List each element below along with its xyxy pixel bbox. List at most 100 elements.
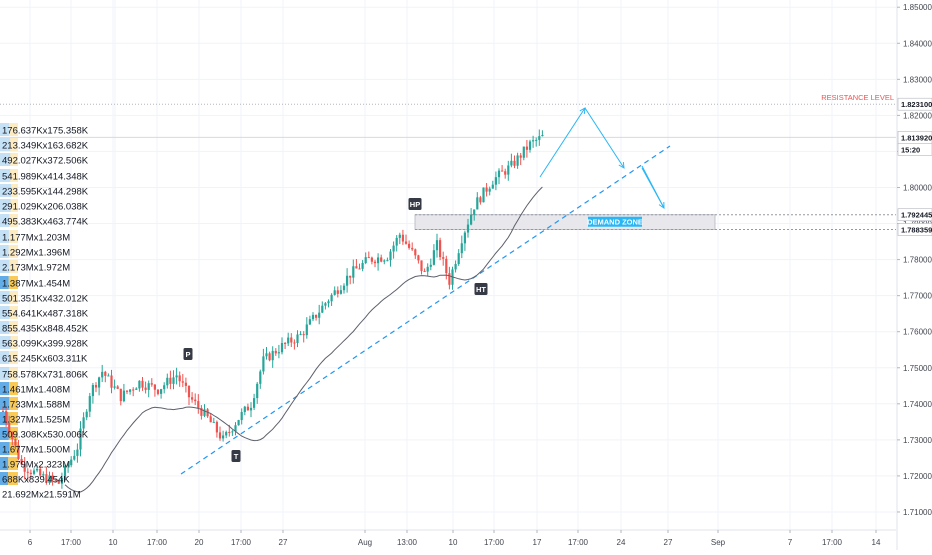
drawings[interactable]: RESISTANCE LEVEL [0,93,896,475]
candle-body [358,268,361,270]
candle-body [287,337,290,344]
marker-p-bg [183,348,193,360]
candle-body [367,257,370,259]
vp-sell-bar [10,153,18,166]
candle-body [330,294,333,302]
candle-body [333,290,336,295]
vp-row-label: 1.387Mx1.454M [2,279,70,290]
candle-body [259,371,262,384]
vp-sell-bar [9,367,18,380]
volume-profile-labels: 176.637Kx175.358K 213.349Kx163.682K 492.02… [2,126,89,501]
candle-body [14,439,17,446]
marker-ht-bg [474,283,488,295]
candle-body [336,290,339,294]
candle-body [26,471,29,473]
vp-buy-bar [0,367,10,380]
candle-body [528,141,532,150]
price-axis[interactable]: 1.710000 1.720000 1.730000 1.740000 1.750000… [896,0,932,550]
vp-sell-bar [9,397,18,410]
vp-sell-bar [9,214,18,227]
vp-sell-bar [9,351,18,364]
vp-buy-bar [0,184,12,197]
vp-buy-bar [0,169,11,182]
candle-body [327,301,330,304]
vp-row-label: 688Kx839.454K [2,475,70,486]
price-tick-label: 1.720000 [903,472,932,481]
demand-zone[interactable]: DEMAND ZONE [414,214,896,230]
time-tick-label: 7 [788,538,793,547]
candle-body [296,334,299,343]
vp-row-label: 2.173Mx1.972M [2,263,70,274]
candle-body [63,466,67,479]
candle-body [398,234,401,238]
candle-body [445,258,448,274]
candle-body [206,409,209,417]
candle-body [256,383,259,399]
time-tick-label: Sep [711,538,726,547]
candle-body [522,146,525,158]
candle-body [156,389,160,394]
candle-body [395,237,398,246]
vp-row-label: 501.351Kx432.012K [2,294,89,305]
candle-body [457,253,460,265]
vp-buy-bar [0,442,10,455]
candle-body [132,389,135,391]
candle-body [510,160,513,166]
candle-body [98,377,101,388]
vp-buy-bar [0,306,10,319]
time-tick-label: 27 [664,538,673,547]
vp-row-label: 492.027Kx372.506K [2,156,89,167]
candle-body [231,431,234,433]
forecast-path [584,107,625,169]
vp-sell-bar [9,321,18,334]
vp-sell-bar [8,472,18,485]
candle-body [346,275,349,286]
vp-buy-bar [0,472,9,485]
candle-body [411,247,414,250]
candle-body [144,387,147,390]
candle-body [5,411,8,423]
vp-buy-bar [0,291,10,304]
candle-body [432,250,435,265]
vp-row-label: 541.989Kx414.348K [2,172,89,183]
grid [0,0,896,530]
candle-body [352,266,355,278]
candle-body [119,388,122,402]
candle-body [389,251,392,261]
time-tick-label: 24 [617,538,626,547]
candle-body [361,262,364,269]
vp-buy-bar [0,260,10,273]
vp-buy-bar [0,245,9,258]
demand-zone-label: DEMAND ZONE [587,218,643,227]
time-tick-label: 27 [279,538,288,547]
candle-body [85,411,88,418]
trendline [180,145,671,475]
time-tick-label: 10 [109,538,118,547]
vp-row-label: 233.595Kx144.298K [2,187,89,198]
demand-zone-label-bg [588,216,642,227]
vp-row-label: 1.327Mx1.525M [2,415,70,426]
candle-body [401,234,404,242]
candle-body [32,470,36,474]
vp-row-label: 758.578Kx731.806K [2,370,89,381]
vp-buy-bar [0,276,9,289]
time-tick-label: 17 [533,538,542,547]
time-axis[interactable]: 6 17:00 10 17:00 20 17:00 27 Aug 13:00 10 17:00 17 1… [0,529,896,547]
candle-body [470,214,473,225]
vp-row-label: 291.029Kx206.038K [2,202,89,213]
candle-body [125,390,129,392]
candle-body [212,421,215,423]
price-tick-label: 1.830000 [903,75,932,84]
candle-body [175,375,178,378]
candle-body [386,260,389,262]
price-tick-label: 1.750000 [903,364,932,373]
price-tick-label: 1.780000 [903,256,932,265]
vp-row-label: 21.692Mx21.591M [2,490,81,501]
vp-buy-bar [0,199,11,212]
candle-body [113,386,116,388]
price-label-demand-top: 1.792445 [901,211,932,220]
price-tick-label: 1.840000 [903,39,932,48]
candle-body [60,478,63,484]
